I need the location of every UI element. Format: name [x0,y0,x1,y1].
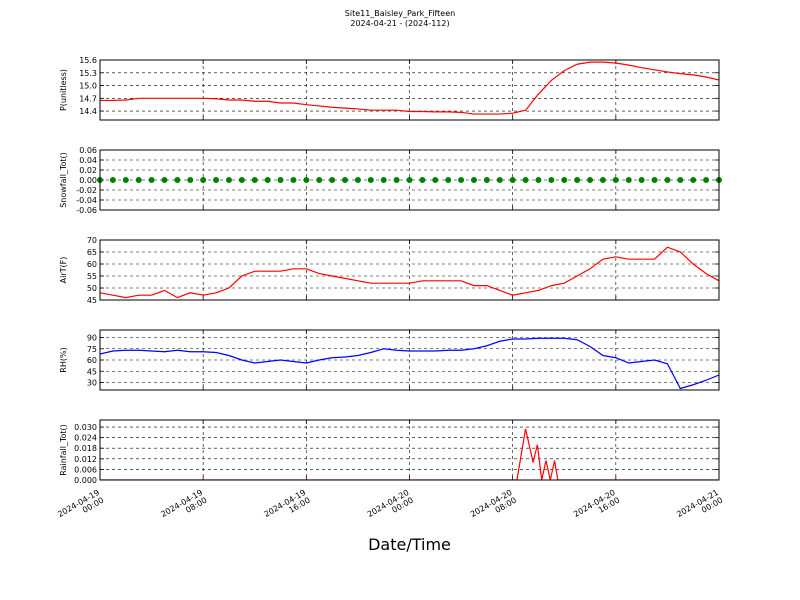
y-tick-label: 55 [87,272,97,281]
y-axis-label: AirT(F) [59,257,68,284]
y-tick-label: 70 [87,236,97,245]
y-tick-label: 0.02 [79,166,97,175]
data-point [496,177,503,183]
axes-frame [99,329,720,391]
data-line [100,246,719,299]
data-point [574,177,581,183]
data-point [148,177,155,183]
data-point [483,177,490,183]
data-point [535,177,542,183]
data-point [703,177,710,183]
y-axis-label: Snowfall_Tot() [59,152,68,208]
data-point [161,177,168,183]
y-tick-label: 0.024 [74,434,97,443]
data-point [690,177,697,183]
data-point [251,177,258,183]
panel: -0.06-0.04-0.020.000.020.040.06 Snowfall_… [59,146,722,215]
data-point [419,177,426,183]
y-tick-label: 75 [87,345,97,354]
data-point [638,177,645,183]
data-point [509,177,516,183]
data-point [612,177,619,183]
data-point [238,177,245,183]
data-point [277,177,284,183]
data-point [445,177,452,183]
x-axis-label: Date/Time [368,535,451,554]
data-point [316,177,323,183]
axes-frame [99,59,720,121]
y-tick-label: 0.006 [74,465,97,474]
data-point [599,177,606,183]
y-tick-label: -0.02 [76,186,97,195]
data-line [100,61,719,115]
data-point [677,177,684,183]
data-point [264,177,271,183]
data-point [522,177,529,183]
y-tick-label: 0.06 [79,146,97,155]
data-point [303,177,310,183]
data-point [651,177,658,183]
panel: 45 50 55 60 65 70 AirT(F) [59,236,720,305]
y-tick-label: 60 [87,260,97,269]
data-point [174,177,181,183]
data-point [367,177,374,183]
y-tick-label: 14.7 [79,94,97,103]
axes-frame [99,149,720,211]
y-tick-label: 0.04 [79,156,97,165]
data-point [458,177,465,183]
y-tick-label: -0.06 [76,206,97,215]
figure-subtitle: 2024-04-21 - (2024-112) [350,19,449,28]
data-point [470,177,477,183]
y-tick-label: 45 [87,296,97,305]
panel: 14.4 14.7 15.0 15.3 15.6 P(unitless) [59,56,720,121]
data-point [587,177,594,183]
data-point [380,177,387,183]
data-point [135,177,142,183]
y-tick-label: 45 [87,367,97,376]
data-point [548,177,555,183]
data-line [100,337,719,390]
y-tick-label: 15.6 [79,56,97,65]
data-point [342,177,349,183]
y-tick-label: 0.000 [74,476,97,485]
y-tick-label: 15.3 [79,69,97,78]
y-tick-label: 0.012 [74,455,97,464]
figure-title: Site11_Baisley_Park_Fifteen [345,9,455,18]
y-axis-label: Rainfall_Tot() [59,424,68,476]
axes-frame [99,419,720,481]
data-point [393,177,400,183]
data-point [432,177,439,183]
data-point [561,177,568,183]
data-point [225,177,232,183]
y-tick-label: 0.018 [74,444,97,453]
y-tick-label: 50 [87,284,97,293]
data-point [290,177,297,183]
y-tick-label: 30 [87,379,97,388]
y-tick-label: 15.0 [79,82,97,91]
y-tick-label: -0.04 [76,196,97,205]
data-point [406,177,413,183]
data-line [100,428,719,480]
data-point [187,177,194,183]
data-point [664,177,671,183]
y-tick-label: 90 [87,334,97,343]
data-point [213,177,220,183]
data-point [329,177,336,183]
y-tick-label: 65 [87,248,97,257]
data-point [354,177,361,183]
data-point [625,177,632,183]
y-tick-label: 0.00 [79,176,97,185]
panel: 30 45 60 75 90 RH(%) [59,329,720,391]
data-point [109,177,116,183]
data-point [122,177,129,183]
y-axis-label: P(unitless) [59,69,68,111]
data-point [200,177,207,183]
y-axis-label: RH(%) [59,347,68,372]
y-tick-label: 60 [87,356,97,365]
axes-frame [99,239,720,301]
y-tick-label: 14.4 [79,107,97,116]
y-tick-label: 0.030 [74,423,97,432]
